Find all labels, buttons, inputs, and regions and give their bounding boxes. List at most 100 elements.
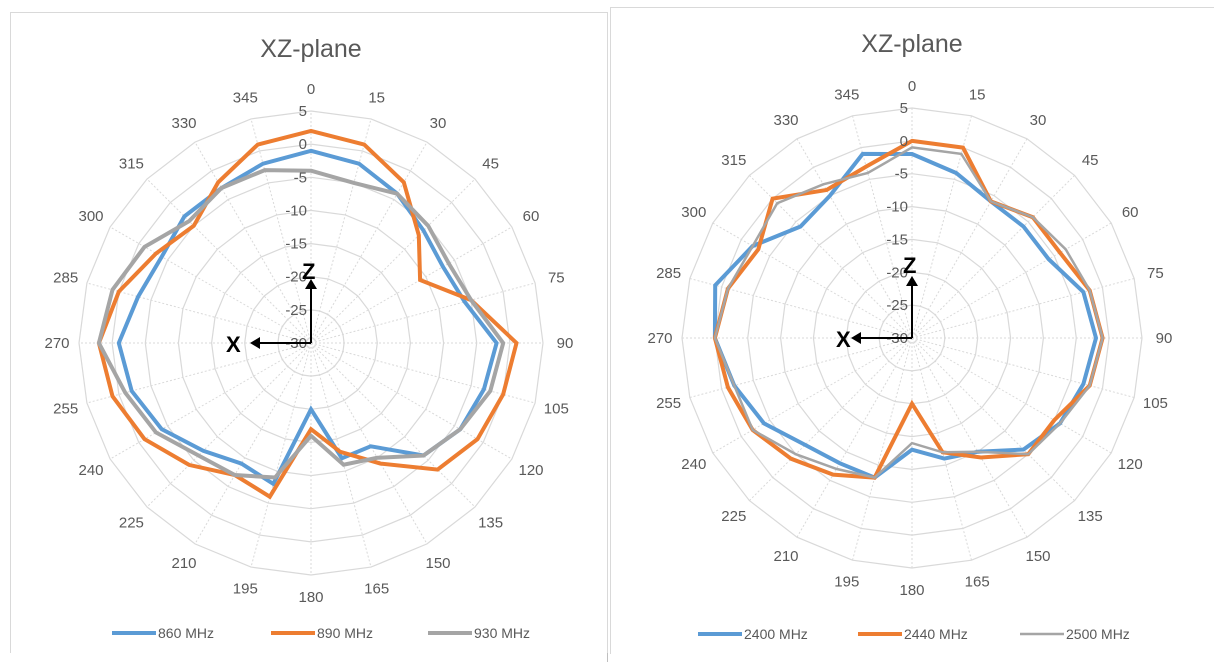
angle-tick-label: 240 [78,462,103,479]
z-axis-letter: Z [903,253,916,278]
legend-label: 2400 MHz [744,626,808,642]
chart-title: XZ-plane [861,30,962,58]
legend-label: 930 MHz [474,625,530,641]
angle-tick-label: 165 [965,573,990,590]
z-axis-letter: Z [302,259,315,284]
radial-tick-label: -15 [886,231,908,248]
chart-title: XZ-plane [260,35,361,63]
angle-tick-label: 330 [171,115,196,132]
angle-tick-label: 285 [53,269,78,286]
grid-spoke [911,337,1075,501]
angle-tick-label: 15 [969,87,986,104]
grid-spoke [250,118,312,344]
angle-tick-label: 105 [1143,395,1168,412]
legend-label: 2500 MHz [1066,626,1130,642]
grid-spoke [146,178,312,344]
angle-tick-label: 225 [119,515,144,532]
radial-tick-label: -20 [285,269,307,286]
angle-tick-label: 255 [53,401,78,418]
series-line-930-mhz [96,168,506,480]
angle-tick-label: 90 [557,335,574,352]
angle-tick-label: 30 [1030,112,1047,129]
radial-tick-label: 5 [299,103,307,120]
grid-spoke [310,141,428,344]
radar-chart-right: 0 15 30 45 60 75 90 105 120 135 150 165 180 195 210 225… [647,30,1173,642]
grid-ring [111,143,511,543]
angle-tick-label: 210 [773,548,798,565]
legend-label: 2440 MHz [904,626,968,642]
angle-tick-label: 210 [171,555,196,572]
angle-tick-label: 255 [656,395,681,412]
grid-spoke [911,175,1075,339]
x-arrowhead [851,332,861,344]
angle-tick-label: 75 [548,269,565,286]
angle-tick-label: 75 [1147,265,1164,282]
series-line-890-mhz [96,128,519,500]
grid-spoke [310,226,513,344]
chart-panel-left: 0 15 30 45 60 75 90 105 120 135 150 165 180 195 210 225… [10,12,608,653]
legend: 860 MHz 890 MHz 930 MHz [112,625,530,641]
series-line-2500-mhz [713,146,1104,479]
angle-tick-label: 60 [1122,204,1139,221]
radial-tick-label: -25 [285,302,307,319]
angle-tick-label: 60 [523,208,540,225]
series-line-2440-mhz [712,138,1105,480]
z-arrowhead [305,279,317,289]
grid-spoke [146,342,312,508]
grid-spoke [194,141,312,344]
x-axis-letter: X [226,332,241,357]
angle-tick-label: 135 [478,515,503,532]
grid-spoke [310,342,476,508]
x-arrowhead [250,337,260,349]
grid-spoke [310,118,372,344]
radar-chart-left: 0 15 30 45 60 75 90 105 120 135 150 165 180 195 210 225… [44,35,574,641]
angle-tick-label: 195 [834,573,859,590]
angle-tick-label: 120 [518,462,543,479]
angle-tick-label: 30 [430,115,447,132]
angle-tick-label: 330 [773,112,798,129]
angle-tick-label: 180 [899,582,924,599]
grid-ring [210,242,412,444]
angle-tick-label: 150 [1025,548,1050,565]
grid-spoke [310,282,536,344]
angle-tick-label: 90 [1156,330,1173,347]
angle-tick-label: 285 [656,265,681,282]
angle-tick-label: 270 [647,330,672,347]
radial-tick-label: -10 [285,202,307,219]
angle-tick-label: 165 [364,580,389,597]
radial-tick-label: -10 [886,199,908,216]
angle-tick-label: 45 [1082,152,1099,169]
angle-tick-label: 240 [681,456,706,473]
x-axis-letter: X [836,327,851,352]
grid-spoke [911,337,1028,538]
angle-tick-label: 15 [368,90,385,107]
angle-tick-label: 345 [834,87,859,104]
legend-label: 890 MHz [317,625,373,641]
grid-spoke [250,342,312,568]
grid-ring [812,238,1012,438]
radial-tick-label: -20 [886,264,908,281]
radial-tick-label: -15 [285,236,307,253]
angle-tick-label: 225 [721,508,746,525]
grid-ring [78,110,544,576]
angle-tick-label: 135 [1078,508,1103,525]
grid-ring [779,205,1045,471]
angle-tick-label: 120 [1118,456,1143,473]
chart-panel-right: 0 15 30 45 60 75 90 105 120 135 150 165 180 195 210 225… [610,0,1214,662]
angle-tick-label: 180 [298,589,323,606]
series-line-860-mhz [116,148,499,487]
radial-tick-label: 5 [900,100,908,117]
grid-spoke [749,337,913,501]
radial-tick-label: 0 [299,136,307,153]
grid-spoke [712,222,913,339]
radial-tick-label: -5 [895,166,908,183]
angle-tick-label: 0 [908,78,916,95]
grid-spoke [852,337,913,561]
angle-tick-label: 45 [482,155,499,172]
z-arrowhead [906,276,918,286]
grid-spoke [310,342,428,545]
angle-tick-label: 150 [425,555,450,572]
radial-tick-label: 0 [900,133,908,150]
legend: 2400 MHz 2440 MHz 2500 MHz [698,626,1130,642]
angle-tick-label: 195 [233,580,258,597]
